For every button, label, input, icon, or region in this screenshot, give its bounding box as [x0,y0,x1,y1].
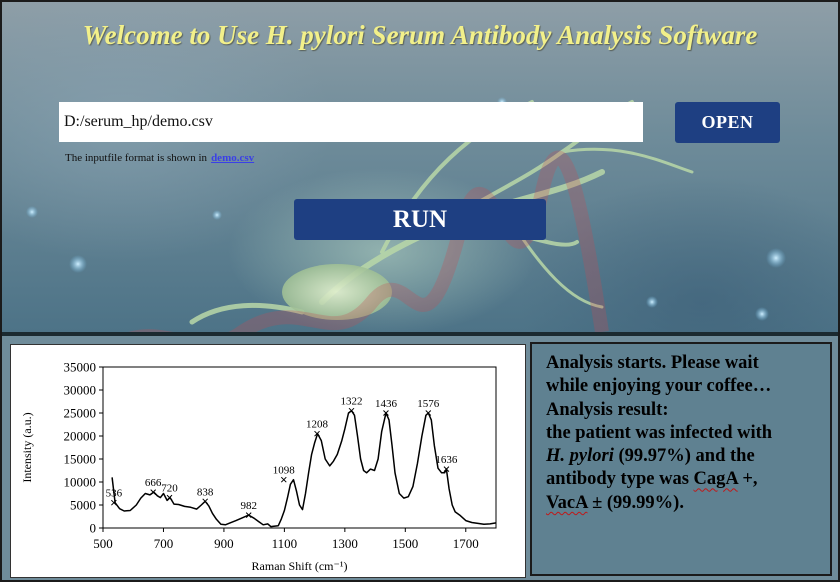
demo-csv-link[interactable]: demo.csv [211,152,255,164]
peak-label: 1208 [306,419,329,431]
caga-label: CagA [693,469,738,490]
result-line: Analysis starts. Please wait [546,353,759,373]
y-tick-label: 0 [90,521,97,536]
run-button[interactable]: RUN [294,199,546,240]
vaca-status: ± (99.99%). [587,492,684,513]
raman-spectrum-chart: 0 5000 10000 15000 20000 25000 30000 35000 500 70… [10,344,526,578]
peak-marker [443,466,450,472]
peak-marker [111,499,117,506]
peak-label: 1098 [273,465,296,477]
y-tick-label: 20000 [64,429,97,444]
antibody-prefix: antibody type was [546,469,694,490]
y-tick-label: 25000 [64,406,97,421]
peak-label: 1436 [375,398,398,410]
peak-label: 1636 [435,454,458,466]
spectrum-line [111,409,497,528]
x-tick-label: 500 [93,536,113,551]
peak-label: 720 [161,483,178,495]
result-panel: Analysis starts. Please wait while enjoy… [530,342,832,576]
result-line: while enjoying your coffee… [546,376,772,397]
peak-label: 982 [240,500,257,512]
peak-label: 838 [197,486,214,498]
peak-label: 666 [145,477,162,489]
x-tick-label: 1300 [332,536,358,551]
peak-label: 536 [106,488,123,500]
bottom-panel: 0 5000 10000 15000 20000 25000 30000 35000 500 70… [2,336,838,580]
y-tick-label: 10000 [64,475,97,490]
peak-marker [383,410,389,416]
format-hint: The inputfile format is shown in demo.csv [65,152,254,164]
format-hint-text: The inputfile format is shown in [65,152,208,164]
peak-marker [202,498,209,505]
top-panel [2,2,838,332]
page-title: Welcome to Use H. pylori Serum Antibody … [82,20,758,50]
species-name: H. pylori [546,446,614,467]
x-axis-label: Raman Shift (cm⁻¹) [252,559,348,573]
x-tick-label: 900 [214,536,234,551]
y-axis-label: Intensity (a.u.) [20,412,34,482]
y-tick-label: 5000 [70,498,96,513]
caga-status: +, [737,469,758,490]
peak-label: 1576 [417,398,440,410]
result-line: the patient was infected with [546,422,773,443]
peak-marker [245,512,252,518]
peak-marker [166,494,173,501]
peak-marker [348,407,355,414]
result-line: antibody type was CagA +, [546,468,824,491]
plot-frame [102,366,497,529]
result-line: Analysis result: [546,399,669,420]
result-text: Analysis starts. Please wait while enjoy… [546,352,824,515]
x-tick-label: 1500 [392,536,418,551]
infection-probability: (99.97%) and the [613,446,755,467]
peak-label: 1322 [340,396,362,408]
y-tick-label: 30000 [64,383,97,398]
x-tick-label: 700 [154,536,174,551]
x-tick-label: 1100 [272,536,298,551]
vaca-label: VacA [546,492,588,513]
peak-marker [314,430,320,437]
peak-marker [280,476,287,483]
y-tick-label: 15000 [64,452,97,467]
y-tick-label: 35000 [64,360,97,375]
x-tick-label: 1700 [453,536,479,551]
result-line: H. pylori (99.97%) and the [546,445,824,468]
panel-divider [2,332,838,336]
peak-marker [150,489,157,495]
chart-svg: 0 5000 10000 15000 20000 25000 30000 35000 500 70… [20,360,497,573]
peak-marker [425,410,432,416]
file-path-input[interactable] [59,102,643,142]
open-button[interactable]: OPEN [675,102,780,143]
result-line: VacA ± (99.99%). [546,492,824,515]
